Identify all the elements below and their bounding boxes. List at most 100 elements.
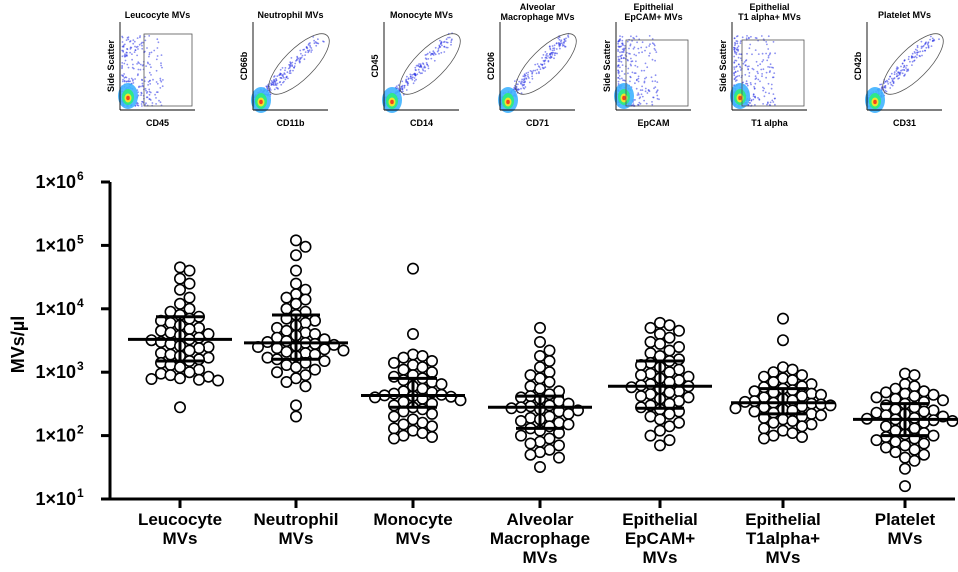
density-dot [748, 65, 750, 68]
density-dot [733, 55, 736, 58]
density-dot [286, 71, 289, 74]
data-point [663, 420, 676, 433]
density-dot [403, 86, 406, 89]
density-dot [141, 100, 143, 103]
density-dot [754, 75, 757, 78]
density-dot [622, 57, 625, 60]
density-dot [547, 60, 550, 63]
density-dot [136, 45, 139, 48]
density-dot [265, 85, 268, 88]
density-dot [141, 105, 143, 107]
density-dot [540, 63, 542, 65]
density-dot [927, 46, 930, 48]
density-dot [415, 69, 417, 72]
density-dot [440, 40, 443, 43]
density-dot [406, 75, 408, 78]
density-dot [738, 74, 741, 77]
density-dot [536, 63, 539, 65]
data-point [155, 367, 168, 380]
density-dot [542, 67, 545, 70]
data-point [337, 344, 350, 357]
density-dot [762, 89, 765, 92]
data-point [183, 312, 196, 325]
series-points [252, 234, 350, 423]
panel-title-line: EpCAM+ MVs [624, 12, 682, 22]
density-dot [524, 74, 526, 77]
density-dot [618, 58, 621, 61]
density-dot [417, 65, 420, 68]
data-point [757, 422, 770, 435]
density-dot [136, 54, 139, 57]
density-dot [750, 35, 752, 38]
data-point [672, 353, 685, 366]
density-dot [736, 70, 739, 72]
data-point [280, 345, 293, 358]
density-dot [150, 74, 152, 76]
density-dot [773, 97, 776, 100]
density-dot [893, 71, 896, 74]
density-dot [538, 71, 540, 73]
data-point [644, 335, 657, 348]
density-dot [149, 98, 151, 101]
density-dot [617, 76, 620, 79]
x-tick-label-line: Monocyte [373, 510, 452, 529]
density-dot [919, 50, 922, 53]
density-dot [617, 71, 620, 74]
data-point [663, 386, 676, 399]
data-point [289, 234, 302, 247]
density-dot [525, 72, 528, 75]
series-points [145, 261, 225, 414]
density-dot [317, 38, 319, 41]
density-dot [632, 47, 635, 50]
density-dot [557, 37, 560, 40]
density-dot [534, 69, 537, 72]
data-point [767, 375, 780, 388]
density-dot [767, 48, 770, 50]
panel-x-label: CD45 [146, 118, 169, 128]
density-dot [648, 35, 651, 37]
data-point [289, 249, 302, 262]
density-dot [439, 39, 441, 42]
density-dot [754, 49, 757, 51]
density-dot [617, 55, 620, 58]
density-dot [276, 82, 279, 85]
density-dot [125, 51, 128, 54]
data-point [795, 430, 808, 443]
x-tick-label: Monocyte MVs [373, 510, 452, 548]
density-dot [734, 42, 737, 45]
data-point [524, 437, 537, 450]
series-points [860, 367, 958, 493]
density-dot [418, 71, 421, 74]
density-dot [314, 41, 317, 43]
density-dot [299, 49, 302, 52]
density-dot [653, 47, 656, 50]
density-dot [558, 45, 561, 48]
density-dot [895, 73, 898, 75]
density-dot [737, 45, 740, 48]
density-dot [772, 93, 775, 95]
density-dot [132, 39, 135, 41]
density-dot [141, 84, 144, 87]
density-dot [520, 92, 523, 95]
density-dot [564, 45, 566, 48]
density-dot [543, 63, 546, 65]
data-point [936, 394, 949, 407]
density-dot [640, 46, 643, 49]
density-dot [656, 81, 659, 83]
data-point [543, 375, 556, 388]
density-dot [751, 67, 754, 70]
density-dot [128, 78, 131, 80]
density-dot [124, 59, 127, 62]
density-dot [157, 41, 160, 44]
density-dot [735, 53, 738, 56]
density-dot [638, 101, 641, 104]
density-dot [636, 78, 638, 81]
density-dot [634, 99, 636, 101]
density-dot [565, 37, 567, 40]
density-dot [413, 80, 416, 82]
data-point [908, 454, 921, 467]
density-dot [553, 49, 556, 51]
density-dot [907, 58, 910, 61]
